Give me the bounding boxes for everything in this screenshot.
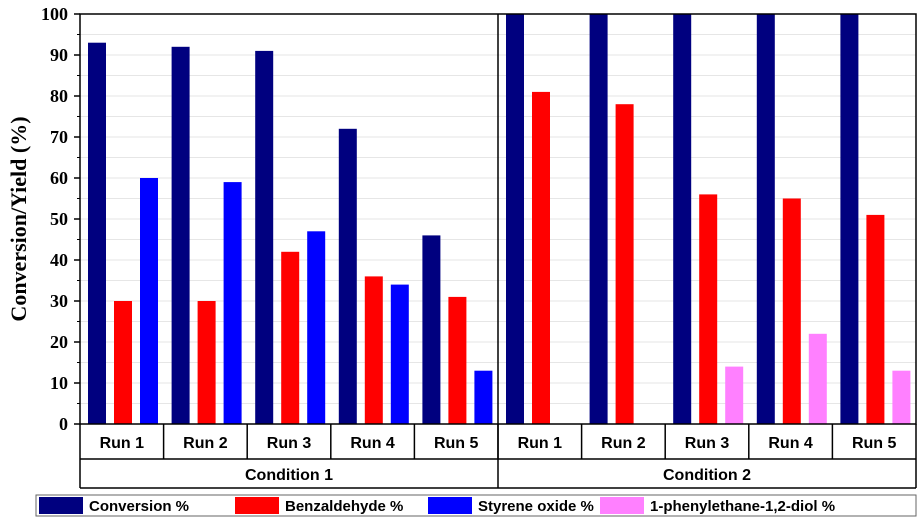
bar-conversion-5 [422,235,441,424]
bar-styrene-oxide-2 [223,182,242,424]
group-label: Condition 2 [663,467,751,484]
y-tick-label: 100 [41,4,68,24]
y-axis-label: Conversion/Yield (%) [6,116,31,321]
y-tick-label: 80 [50,86,68,106]
bar-1-phenylethane-1-2-diol-10 [892,370,911,424]
legend: Conversion % Benzaldehyde % Styrene oxide … [35,494,917,517]
bar-benzaldehyde-7 [615,104,634,424]
bar-styrene-oxide-3 [307,231,326,424]
x-axis-categories: Run 1 Run 2 Run 3 Run 4 Run 5 Run 1 Run 2 Run 3… [100,435,897,452]
y-tick-label: 10 [50,373,68,393]
legend-label: Styrene oxide % [478,498,594,515]
legend-swatch [600,497,644,514]
category-label: Run 3 [685,435,730,452]
bar-benzaldehyde-6 [532,91,550,425]
category-label: Run 5 [852,435,897,452]
bar-conversion-9 [756,14,775,424]
legend-swatch [39,497,83,514]
bar-styrene-oxide-4 [390,284,409,424]
bar-conversion-1 [88,42,106,424]
y-axis-ticks: 0 10 20 30 40 50 60 70 80 90 100 [41,4,80,434]
legend-frame [35,494,917,517]
bar-conversion-10 [840,14,859,424]
y-tick-label: 60 [50,168,68,188]
bar-conversion-2 [171,46,190,425]
bar-benzaldehyde-8 [699,194,718,424]
legend-swatch [235,497,279,514]
legend-label: 1-phenylethane-1,2-diol % [650,498,835,515]
axes [79,13,917,489]
category-label: Run 1 [518,435,563,452]
bar-conversion-7 [589,14,608,424]
bar-styrene-oxide-1 [140,178,158,424]
x-axis-groups: Condition 1 Condition 2 [245,467,751,484]
category-label: Run 2 [601,435,646,452]
bars [88,14,911,425]
category-label: Run 4 [350,435,395,452]
y-tick-label: 50 [50,209,68,229]
bar-benzaldehyde-9 [782,198,801,424]
bar-conversion-8 [673,14,692,424]
y-tick-label: 20 [50,332,68,352]
bar-conversion-4 [338,128,357,425]
bar-benzaldehyde-10 [866,214,885,424]
bar-benzaldehyde-5 [448,296,467,424]
y-tick-label: 70 [50,127,68,147]
bar-1-phenylethane-1-2-diol-8 [725,366,744,424]
bar-1-phenylethane-1-2-diol-9 [808,333,827,424]
bar-benzaldehyde-2 [197,301,216,424]
bar-conversion-3 [255,50,274,425]
category-label: Run 4 [768,435,813,452]
bar-conversion-6 [506,14,524,424]
category-label: Run 2 [183,435,228,452]
y-tick-label: 40 [50,250,68,270]
legend-label: Benzaldehyde % [285,498,403,515]
bar-benzaldehyde-4 [364,276,383,424]
group-label: Condition 1 [245,467,333,484]
legend-swatch [428,497,472,514]
category-label: Run 3 [267,435,312,452]
category-label: Run 5 [434,435,479,452]
bar-styrene-oxide-5 [474,370,493,424]
y-tick-label: 90 [50,45,68,65]
category-label: Run 1 [100,435,145,452]
bar-benzaldehyde-1 [114,301,132,424]
y-tick-label: 0 [59,414,68,434]
y-tick-label: 30 [50,291,68,311]
legend-label: Conversion % [89,498,189,515]
bar-benzaldehyde-3 [281,251,300,424]
